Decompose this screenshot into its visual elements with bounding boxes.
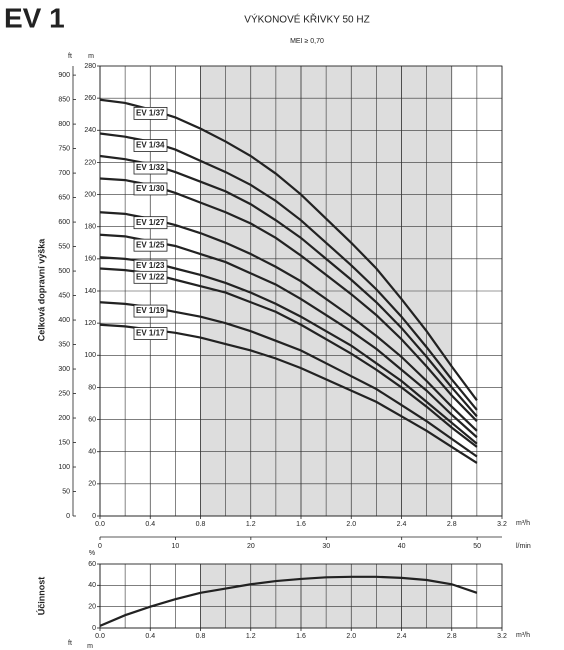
series-label: EV 1/25 — [136, 240, 165, 249]
y-tick-label: 120 — [84, 320, 96, 327]
series-label: EV 1/37 — [136, 109, 165, 118]
x2-tick-label: 10 — [172, 543, 180, 550]
y2-tick-label: 0 — [66, 513, 70, 520]
y-tick-label: 20 — [88, 481, 96, 488]
x2-tick-label: 40 — [398, 543, 406, 550]
x-tick-label: 1.6 — [296, 633, 306, 640]
legend-box — [133, 270, 168, 284]
curve — [99, 575, 478, 627]
x-tick-label: 0.8 — [196, 521, 206, 528]
y2-tick-label: 350 — [58, 341, 70, 348]
y-unit: % — [89, 550, 95, 557]
y2-tick-label: 550 — [58, 243, 70, 250]
trailing-unit: m — [87, 643, 93, 650]
legend-box — [133, 161, 168, 175]
x-tick-label: 3.2 — [497, 521, 507, 528]
chart-subtitle: MEI ≥ 0,70 — [290, 38, 324, 45]
trailing-unit: ft — [68, 640, 72, 647]
y2-tick-label: 100 — [58, 464, 70, 471]
y-tick-label: 80 — [88, 384, 96, 391]
y-tick-label: 40 — [88, 582, 96, 589]
y2-tick-label: 300 — [58, 366, 70, 373]
y-tick-label: 100 — [84, 352, 96, 359]
y2-tick-label: 650 — [58, 194, 70, 201]
series-label: EV 1/27 — [136, 218, 165, 227]
y2-tick-label: 400 — [58, 317, 70, 324]
legend-box — [133, 182, 168, 196]
x-tick-label: 0.4 — [145, 633, 155, 640]
series-label: EV 1/17 — [136, 329, 165, 338]
x2-tick-label: 30 — [322, 543, 330, 550]
y2-tick-label: 900 — [58, 72, 70, 79]
x-tick-label: 1.6 — [296, 521, 306, 528]
plot-frame — [99, 65, 503, 517]
y-unit: m — [88, 53, 94, 60]
y2-tick-label: 750 — [58, 145, 70, 152]
legend-box — [133, 327, 168, 340]
series-label: EV 1/22 — [136, 272, 165, 281]
series-label: EV 1/30 — [136, 184, 165, 193]
y2-tick-label: 600 — [58, 219, 70, 226]
x-tick-label: 2.8 — [447, 521, 457, 528]
y2-tick-label: 50 — [62, 488, 70, 495]
y2-tick-label: 500 — [58, 268, 70, 275]
x2-unit: l/min — [516, 543, 531, 550]
plot-frame — [99, 563, 503, 629]
series-label: EV 1/34 — [136, 141, 165, 150]
x-tick-label: 1.2 — [246, 521, 256, 528]
x-tick-label: 2.4 — [397, 633, 407, 640]
x2-tick-label: 0 — [98, 543, 102, 550]
y-tick-label: 140 — [84, 288, 96, 295]
y-tick-label: 60 — [88, 561, 96, 568]
heading: EV 1 — [4, 2, 65, 33]
y-axis-label: Celková dopravní výška — [36, 238, 46, 342]
y2-tick-label: 150 — [58, 439, 70, 446]
y2-tick-label: 450 — [58, 292, 70, 299]
y-tick-label: 40 — [88, 449, 96, 456]
x-tick-label: 2.0 — [346, 633, 356, 640]
y-tick-label: 280 — [84, 63, 96, 70]
x-unit: m³/h — [516, 520, 530, 527]
y2-tick-label: 800 — [58, 121, 70, 128]
y-axis-label: Účinnost — [35, 577, 46, 616]
x-tick-label: 2.4 — [397, 521, 407, 528]
y-tick-label: 0 — [92, 513, 96, 520]
y-tick-label: 0 — [92, 625, 96, 632]
legend-box — [133, 139, 168, 152]
series-label: EV 1/19 — [136, 306, 165, 315]
y-tick-label: 20 — [88, 604, 96, 611]
x-tick-label: 0.0 — [95, 633, 105, 640]
y2-tick-label: 700 — [58, 170, 70, 177]
legend-box — [133, 106, 168, 120]
y-tick-label: 260 — [84, 95, 96, 102]
x-tick-label: 0.4 — [145, 521, 155, 528]
y-tick-label: 60 — [88, 416, 96, 423]
y-tick-label: 220 — [84, 159, 96, 166]
x-tick-label: 2.0 — [346, 521, 356, 528]
y2-tick-label: 250 — [58, 390, 70, 397]
legend-box — [133, 304, 168, 318]
chart-title: VÝKONOVÉ KŘIVKY 50 HZ — [244, 13, 369, 26]
x2-tick-label: 50 — [473, 543, 481, 550]
legend-box — [133, 216, 168, 230]
x-tick-label: 0.8 — [196, 633, 206, 640]
y-tick-label: 240 — [84, 127, 96, 134]
y2-tick-label: 200 — [58, 415, 70, 422]
x-tick-label: 3.2 — [497, 633, 507, 640]
x2-tick-label: 20 — [247, 543, 255, 550]
y2-tick-label: 850 — [58, 96, 70, 103]
y-tick-label: 200 — [84, 191, 96, 198]
series-label: EV 1/32 — [136, 163, 165, 172]
x-unit: m³/h — [516, 632, 530, 639]
x-tick-label: 0.0 — [95, 521, 105, 528]
legend-box — [133, 238, 168, 252]
y2-unit: ft — [68, 53, 72, 60]
x-tick-label: 1.2 — [246, 633, 256, 640]
y-tick-label: 180 — [84, 224, 96, 231]
series-label: EV 1/23 — [136, 261, 165, 270]
x-tick-label: 2.8 — [447, 633, 457, 640]
y-tick-label: 160 — [84, 256, 96, 263]
